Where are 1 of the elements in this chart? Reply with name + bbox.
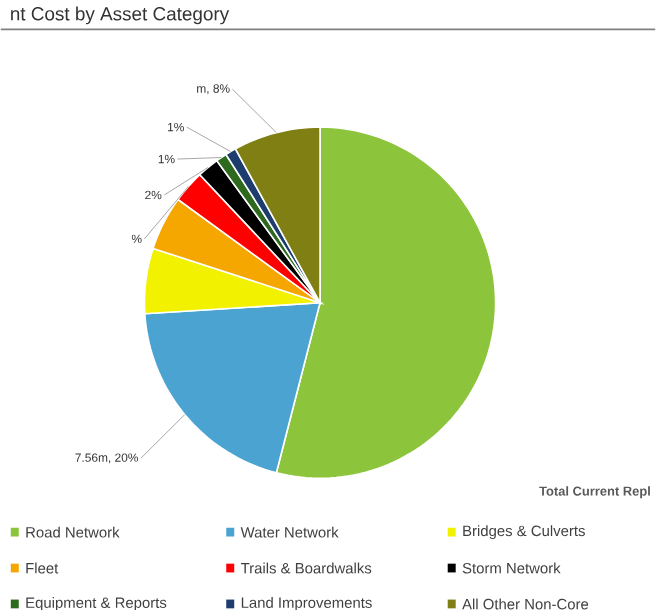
chart-title: nt Cost by Asset Category xyxy=(11,6,230,24)
